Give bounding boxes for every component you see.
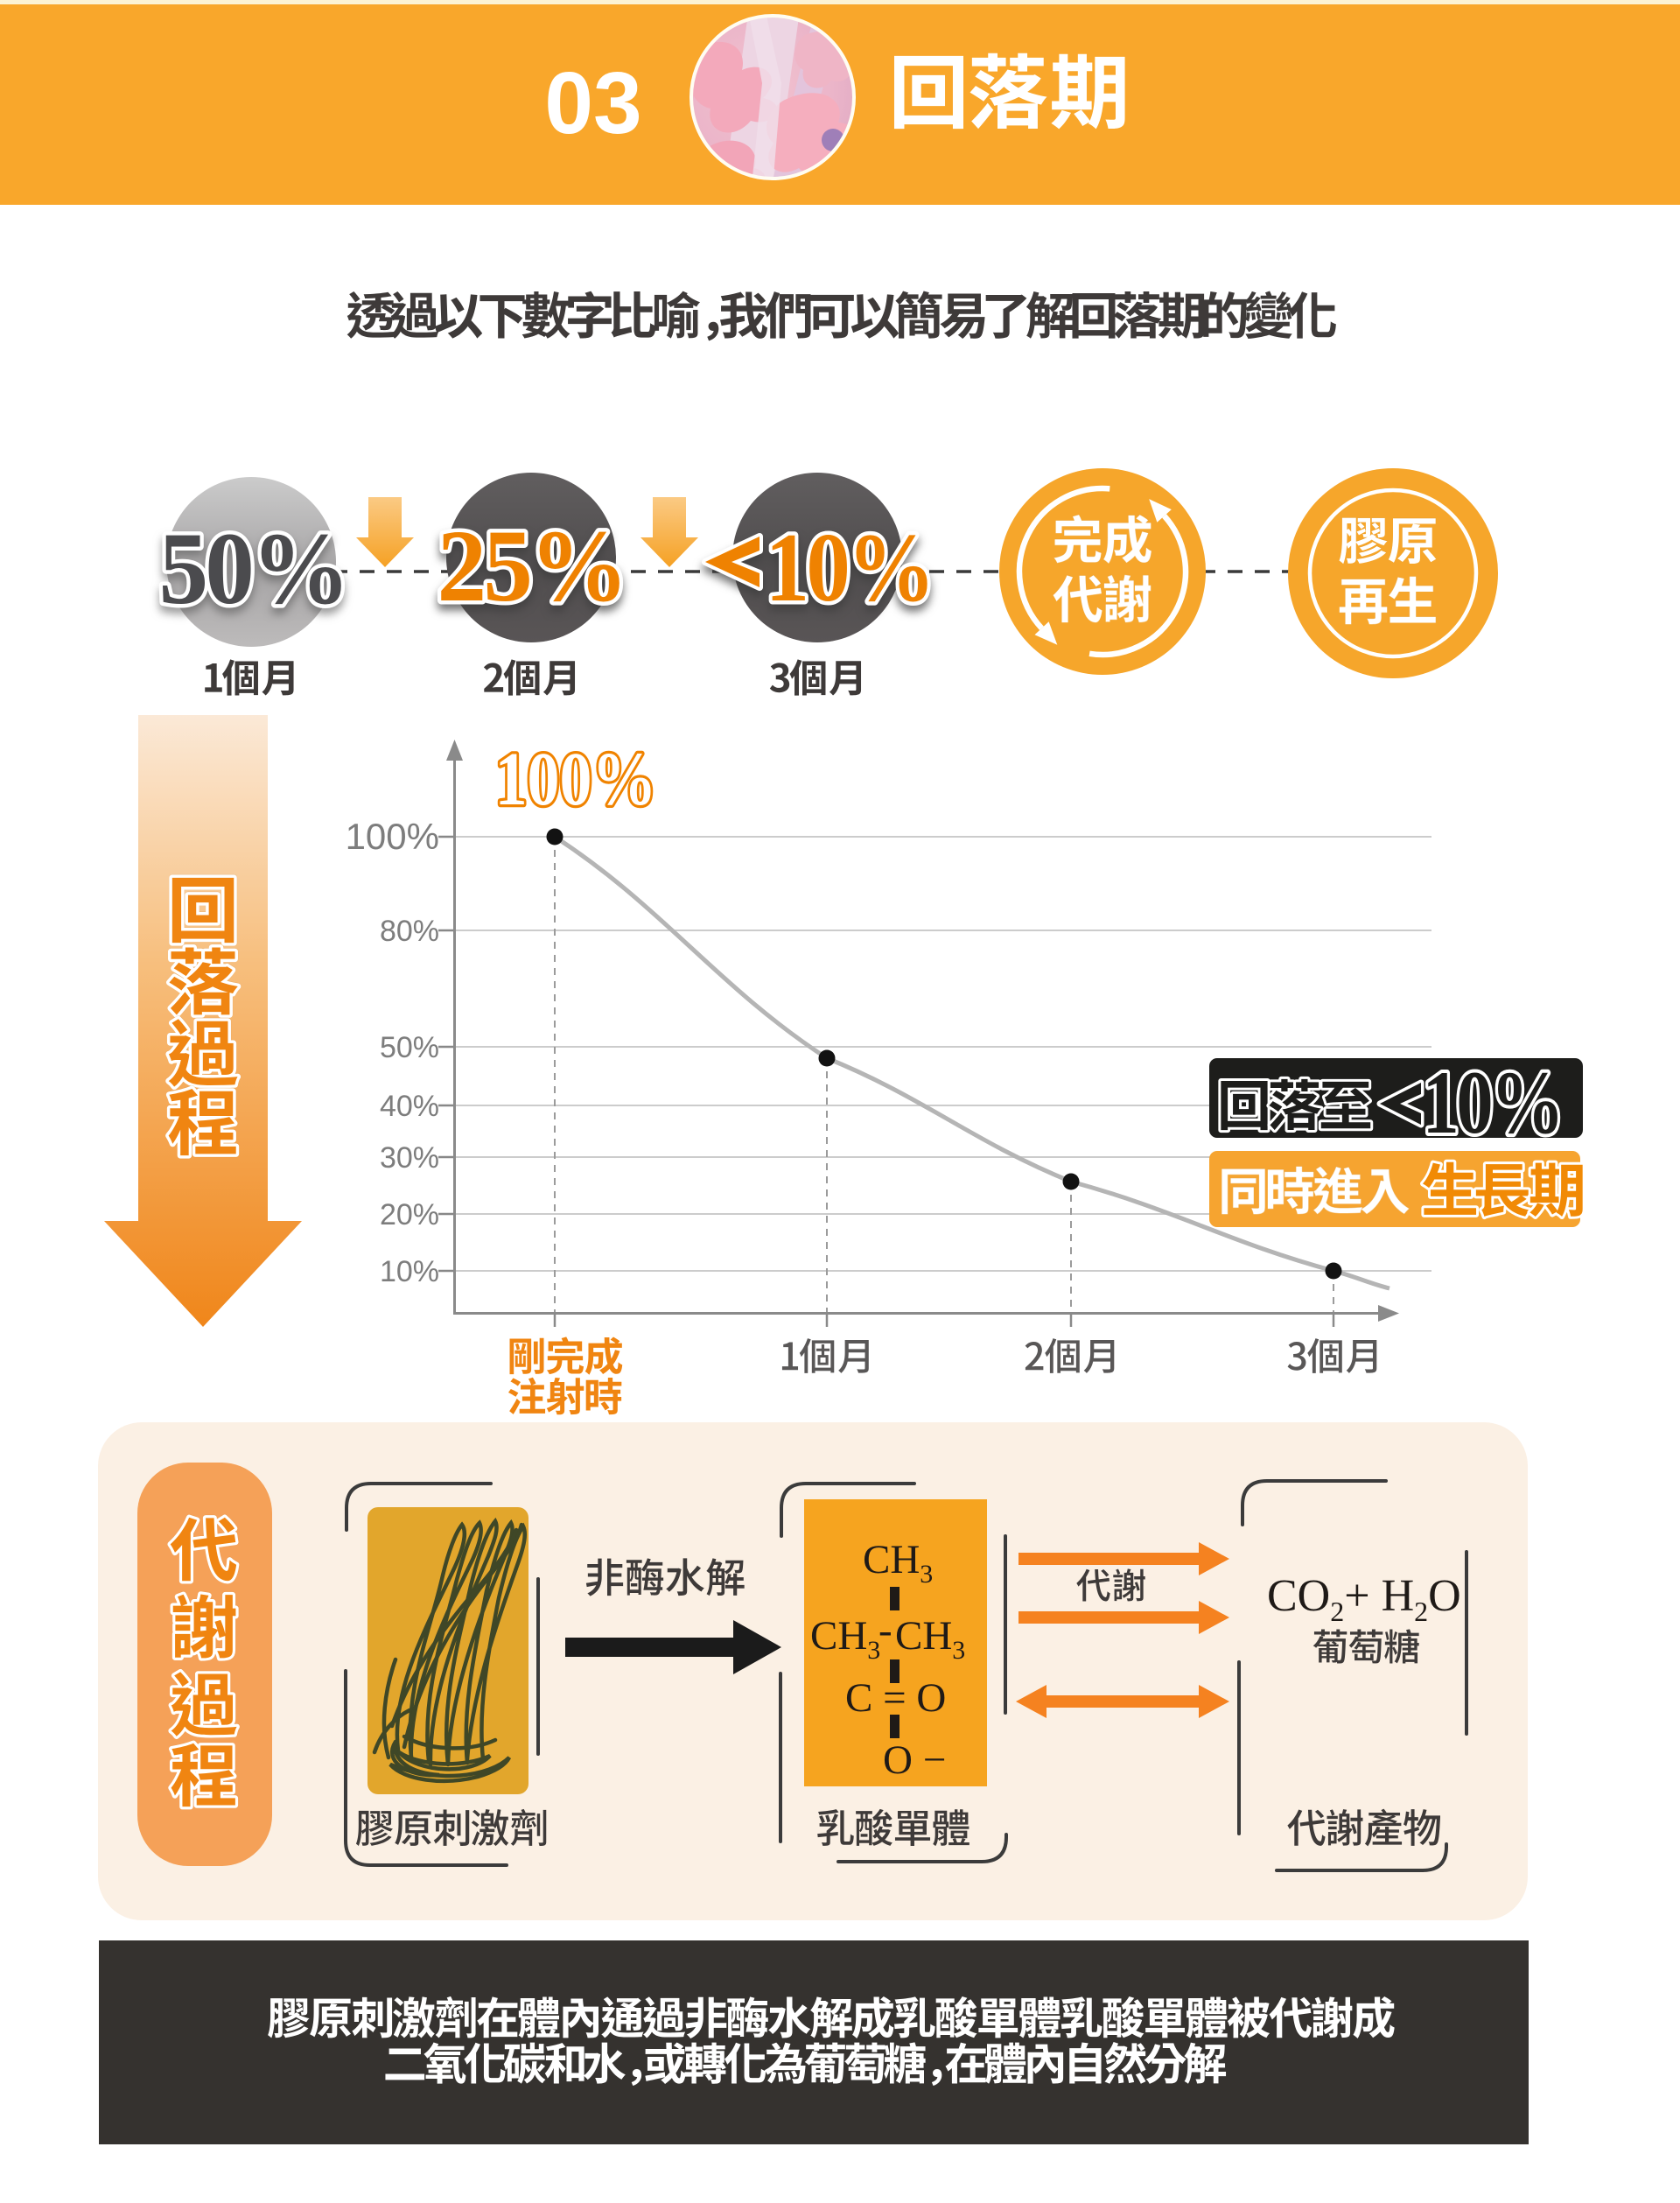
svg-text:50%: 50% — [380, 1031, 439, 1064]
svg-text:CO2+ H2O: CO2+ H2O — [1267, 1571, 1461, 1627]
svg-text:CH3​: CH3​ — [810, 1613, 880, 1665]
svg-text:20%: 20% — [380, 1198, 439, 1231]
svg-text:25%: 25% — [437, 509, 625, 624]
svg-text:CH3​: CH3​ — [863, 1537, 933, 1589]
svg-text:10%: 10% — [766, 514, 933, 622]
svg-text:-: - — [878, 1608, 892, 1653]
svg-text:CH3​: CH3​ — [895, 1613, 965, 1665]
svg-text:100%: 100% — [495, 737, 657, 821]
svg-text:10%: 10% — [1422, 1053, 1561, 1153]
svg-text:O −: O − — [883, 1737, 946, 1783]
svg-text:40%: 40% — [380, 1090, 439, 1123]
svg-text:03: 03 — [544, 54, 641, 152]
svg-text:100%: 100% — [346, 816, 439, 857]
svg-text:50%: 50% — [158, 512, 346, 627]
svg-text:30%: 30% — [380, 1141, 439, 1175]
svg-text:10%: 10% — [380, 1255, 439, 1288]
svg-text:80%: 80% — [380, 915, 439, 948]
